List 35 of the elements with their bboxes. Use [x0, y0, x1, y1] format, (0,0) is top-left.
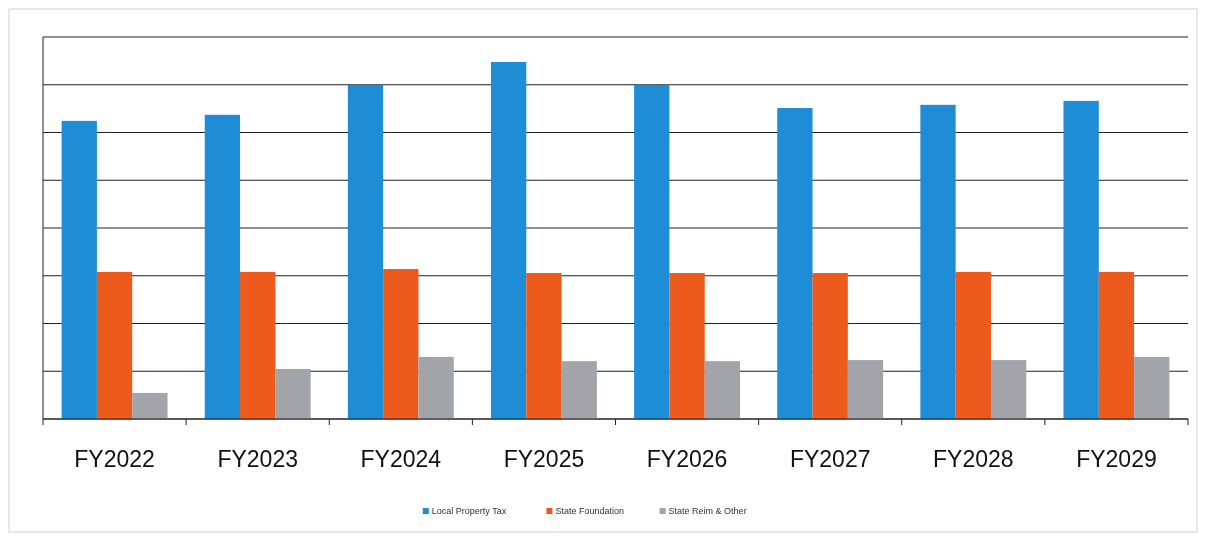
x-tick-label: FY2026: [646, 446, 728, 472]
bar: [96, 271, 133, 419]
bar: [1134, 356, 1170, 419]
bar: [204, 114, 241, 419]
legend-label: State Reim & Other: [668, 506, 747, 516]
bar: [990, 360, 1027, 419]
bar: [347, 84, 384, 419]
bar: [847, 360, 884, 419]
bar: [418, 356, 454, 419]
x-tick-label: FY2028: [933, 446, 1014, 472]
bar: [634, 84, 670, 419]
x-tick-label: FY2022: [74, 446, 155, 472]
bar: [669, 272, 705, 419]
legend-label: State Foundation: [555, 506, 624, 516]
bar: [240, 271, 276, 419]
bar: [777, 108, 813, 419]
bar: [1063, 100, 1099, 419]
bar: [61, 120, 97, 419]
x-tick-label: FY2024: [360, 446, 442, 472]
x-tick-label: FY2025: [503, 446, 585, 472]
bar: [526, 272, 562, 419]
x-tick-label: FY2029: [1076, 446, 1157, 472]
x-tick-label: FY2023: [217, 446, 298, 472]
legend-label: Local Property Tax: [431, 506, 507, 516]
bar: [704, 361, 741, 419]
x-tick-label: FY2027: [789, 446, 871, 472]
bar: [275, 369, 311, 419]
bar: [812, 272, 848, 419]
bar: [1098, 271, 1135, 419]
bar: [132, 392, 168, 419]
bar: [383, 269, 419, 419]
bar: [955, 271, 991, 419]
bar: [561, 361, 597, 419]
bar: [920, 104, 956, 419]
bar: [490, 61, 527, 419]
